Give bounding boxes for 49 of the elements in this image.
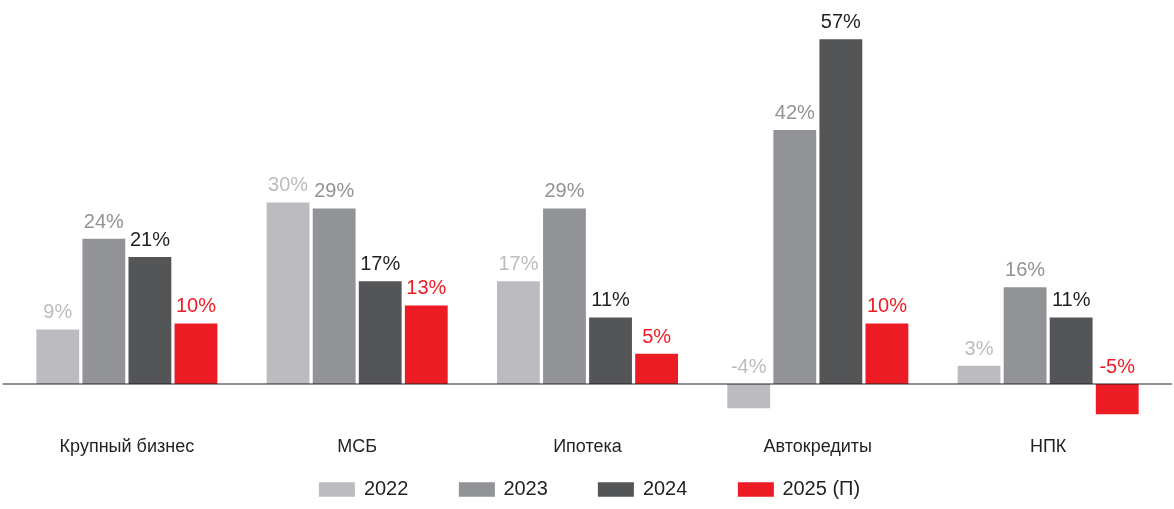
data-label: 10% <box>175 294 217 317</box>
bar <box>865 323 909 385</box>
data-label: 21% <box>129 227 171 250</box>
legend-label: 2024 <box>642 477 688 500</box>
data-label: 3% <box>964 336 994 359</box>
legend-label: 2023 <box>503 477 548 500</box>
data-label: 16% <box>1005 257 1046 280</box>
data-label: 5% <box>642 324 672 347</box>
bar <box>773 129 817 385</box>
data-label: 9% <box>43 300 73 323</box>
bar <box>36 329 80 385</box>
bar <box>727 384 771 409</box>
data-label: -5% <box>1099 354 1136 377</box>
x-tick-label: Крупный бизнес <box>59 436 195 456</box>
x-tick-label: Ипотека <box>553 436 623 456</box>
bar <box>496 281 540 385</box>
bar <box>1095 384 1139 415</box>
data-label: 17% <box>360 251 401 274</box>
x-tick-label: Автокредиты <box>763 436 873 456</box>
legend-label: 2022 <box>363 477 409 500</box>
x-tick-label: МСБ <box>337 436 378 456</box>
bar <box>635 353 679 385</box>
bar <box>957 365 1001 385</box>
data-label: 11% <box>1051 288 1091 311</box>
bar <box>1003 287 1047 385</box>
bar <box>358 281 402 385</box>
bar <box>589 317 632 385</box>
data-label: 30% <box>268 173 309 196</box>
legend-label: 2025 (П) <box>782 477 861 500</box>
bar <box>543 208 586 385</box>
data-label: 42% <box>774 100 816 123</box>
data-label: 24% <box>83 209 125 232</box>
bar <box>1049 317 1093 385</box>
bar <box>819 39 863 385</box>
x-tick-label: НПК <box>1029 436 1067 456</box>
bar <box>266 202 310 385</box>
data-label: 13% <box>406 276 447 299</box>
data-label: 10% <box>866 294 908 317</box>
data-label: 11% <box>591 288 631 311</box>
bar <box>312 208 356 385</box>
data-label: 29% <box>314 179 355 202</box>
data-label: 29% <box>544 179 585 202</box>
data-label: 17% <box>498 251 539 274</box>
data-label: -4% <box>730 354 767 377</box>
bar <box>128 256 172 385</box>
bar <box>174 323 218 385</box>
bar <box>404 305 448 385</box>
data-label: 57% <box>820 9 862 32</box>
bar <box>82 238 126 385</box>
